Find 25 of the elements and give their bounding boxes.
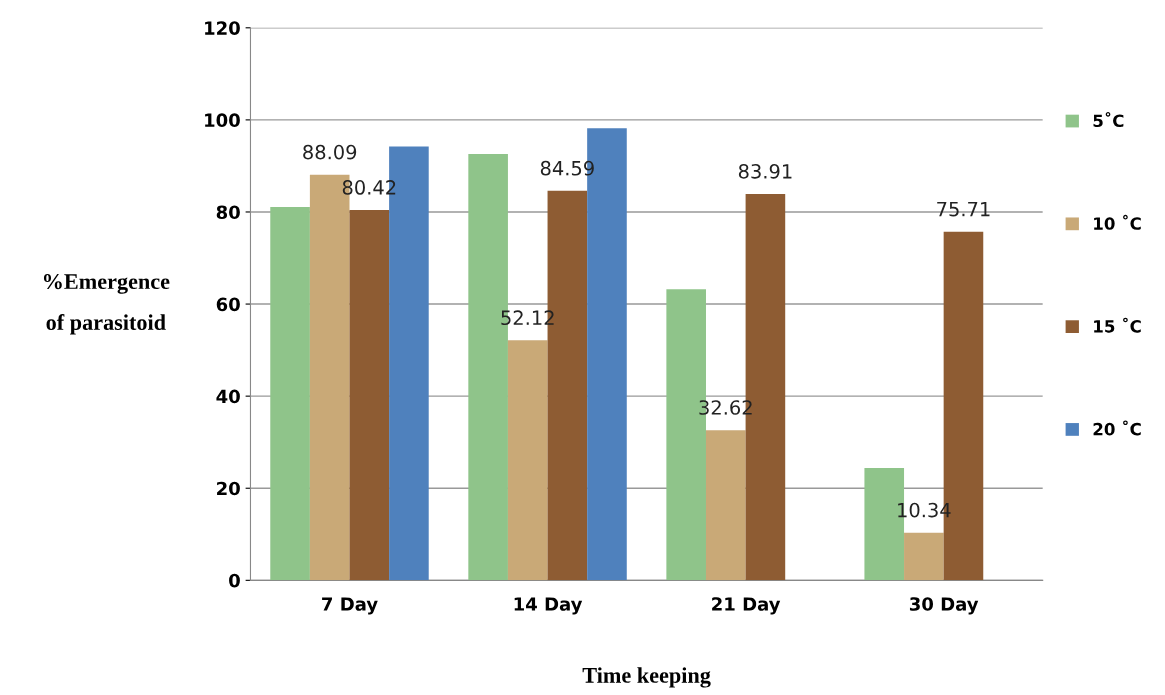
legend-label: 10 ˚C <box>1094 214 1141 230</box>
bar <box>705 430 746 581</box>
x-tick-label: 21 Day <box>712 597 781 615</box>
y-axis-title: %Emergence of parasitoid <box>43 274 170 335</box>
data-label: 88.09 <box>303 144 357 160</box>
legend-label: 20 ˚C <box>1093 420 1141 436</box>
y-tick-label: 80 <box>216 205 240 220</box>
legend-label: 5˚C <box>1093 112 1124 128</box>
bar <box>349 210 390 581</box>
legend-label: 15 ˚C <box>1094 317 1141 333</box>
y-tick-label: 0 <box>229 573 240 588</box>
y-tick-label: 20 <box>217 481 240 496</box>
data-label: 83.91 <box>738 163 792 179</box>
x-tick-label: 7 Day <box>322 597 378 615</box>
y-tick-label: 100 <box>205 113 240 127</box>
x-tick-label: 30 Day <box>909 597 979 615</box>
data-label: 75.71 <box>937 202 990 217</box>
y-tick-label: 60 <box>216 297 240 312</box>
x-tick-label: 14 Day <box>514 597 583 615</box>
y-tick-label: 120 <box>205 21 240 35</box>
x-axis-title: Time keeping <box>582 667 711 688</box>
bar <box>507 340 548 581</box>
bar <box>270 206 310 581</box>
bar <box>904 532 944 581</box>
y-tick-label: 40 <box>216 389 240 404</box>
